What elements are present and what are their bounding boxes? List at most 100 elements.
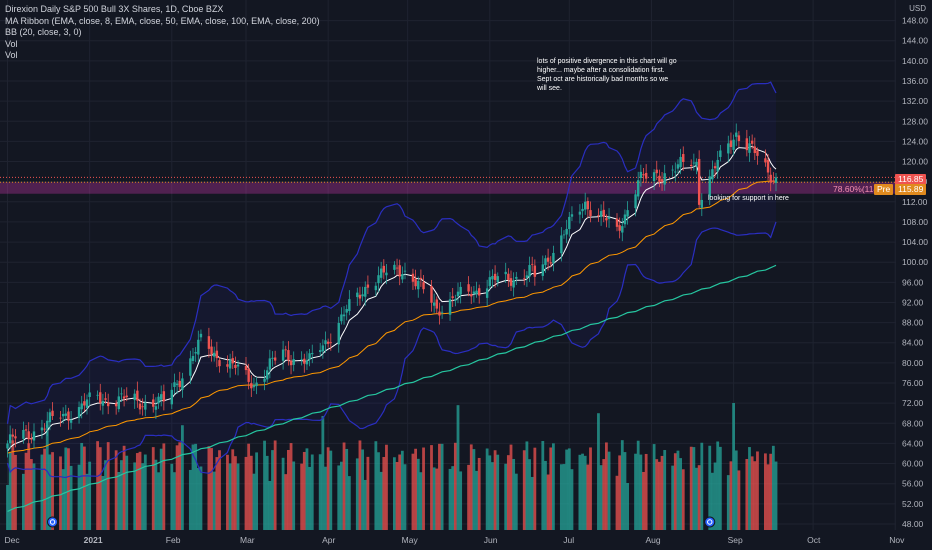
- candle-body: [753, 146, 756, 154]
- symbol-title[interactable]: Direxion Daily S&P 500 Bull 3X Shares, 1…: [5, 4, 224, 14]
- volume-bar: [771, 445, 775, 530]
- candle-body: [504, 271, 507, 275]
- volume-bar: [750, 456, 754, 530]
- volume-bar: [695, 467, 698, 530]
- volume-bar: [716, 441, 720, 530]
- candle-body: [509, 278, 513, 286]
- y-tick-label: 48.00: [902, 519, 924, 529]
- candle-body: [24, 429, 28, 431]
- volume-bar: [411, 453, 415, 530]
- bb-label[interactable]: BB (20, close, 3, 0): [5, 27, 82, 37]
- candle-body: [605, 218, 608, 221]
- volume-bar: [143, 454, 147, 530]
- candle-body: [252, 385, 256, 388]
- volume-bar: [329, 450, 333, 530]
- candle-body: [48, 412, 52, 423]
- volume-bar: [663, 450, 667, 530]
- candle-body: [64, 413, 67, 416]
- volume-bar: [726, 475, 730, 530]
- volume-bar: [491, 462, 494, 530]
- candle-body: [22, 429, 25, 439]
- volume-label-2[interactable]: Vol: [5, 50, 18, 60]
- candle-body: [40, 427, 44, 431]
- volume-bar: [40, 454, 44, 530]
- candle-body: [152, 399, 155, 407]
- candle-body: [311, 353, 314, 355]
- candle-body: [308, 353, 311, 360]
- volume-bar: [247, 443, 251, 530]
- candle-body: [562, 234, 566, 236]
- volume-bar: [231, 449, 235, 530]
- candle-body: [581, 208, 584, 212]
- candle-body: [626, 210, 629, 217]
- candle-body: [154, 406, 158, 410]
- volume-bar: [228, 463, 232, 530]
- x-tick-label: Mar: [240, 535, 255, 545]
- y-tick-label: 84.00: [902, 338, 924, 348]
- volume-bar: [244, 456, 248, 530]
- candle-body: [478, 288, 481, 296]
- support-zone: [0, 176, 896, 194]
- candle-body: [287, 350, 290, 361]
- volume-bar: [422, 447, 425, 530]
- volume-bar: [308, 466, 311, 530]
- candle-body: [120, 393, 123, 395]
- candle-body: [607, 217, 611, 219]
- volume-bar: [514, 473, 518, 530]
- candle-body: [467, 284, 470, 292]
- candle-body: [732, 139, 735, 150]
- candle-body: [430, 286, 433, 303]
- candle-body: [379, 268, 383, 278]
- candle-body: [342, 314, 346, 317]
- volume-bar: [162, 443, 166, 530]
- candle-body: [690, 164, 693, 167]
- volume-bar: [61, 469, 65, 530]
- candle-body: [83, 401, 86, 406]
- candle-body: [735, 132, 738, 137]
- candle-body: [544, 258, 547, 266]
- volume-bar: [361, 449, 364, 530]
- volume-bar: [597, 413, 600, 530]
- annotation-support[interactable]: looking for support in here: [708, 195, 789, 202]
- candle-body: [552, 252, 555, 264]
- volume-bar: [385, 444, 388, 530]
- annotation-divergence[interactable]: lots of positive divergence in this char…: [537, 58, 677, 92]
- volume-bar: [191, 444, 195, 530]
- candle-body: [11, 434, 14, 437]
- volume-bar: [626, 483, 629, 530]
- candle-body: [6, 443, 9, 449]
- candle-body: [292, 359, 295, 365]
- volume-bar: [366, 456, 370, 530]
- volume-bar: [263, 440, 266, 530]
- candle-body: [181, 378, 184, 390]
- candle-body: [679, 156, 682, 168]
- candle-body: [268, 358, 272, 370]
- volume-bar: [284, 474, 288, 530]
- x-tick-label: Apr: [322, 535, 335, 545]
- candle-body: [361, 294, 364, 297]
- volume-bar: [122, 445, 126, 530]
- dividend-icon-ring: [49, 519, 56, 525]
- volume-bar: [51, 452, 54, 530]
- volume-bar: [639, 454, 643, 530]
- volume-bar: [64, 447, 68, 530]
- chart-legend: Direxion Daily S&P 500 Bull 3X Shares, 1…: [5, 4, 320, 62]
- candle-body: [244, 365, 248, 371]
- support-zone-rect: [0, 182, 896, 194]
- y-tick-label: 64.00: [902, 438, 924, 448]
- candle-body: [660, 179, 664, 182]
- volume-bar: [48, 454, 52, 530]
- candle-body: [263, 378, 266, 382]
- volume-label-1[interactable]: Vol: [5, 38, 18, 49]
- ma-ribbon-label[interactable]: MA Ribbon (EMA, close, 8, EMA, close, 50…: [5, 15, 320, 26]
- volume-bar: [6, 485, 9, 530]
- volume-bar: [363, 479, 367, 530]
- volume-bar: [138, 451, 142, 530]
- volume-bar: [607, 451, 611, 530]
- y-tick-label: 128.00: [902, 116, 928, 126]
- volume-bar: [403, 464, 407, 530]
- volume-bar: [77, 464, 81, 530]
- volume-bar: [101, 476, 105, 530]
- y-tick-label: 148.00: [902, 16, 928, 26]
